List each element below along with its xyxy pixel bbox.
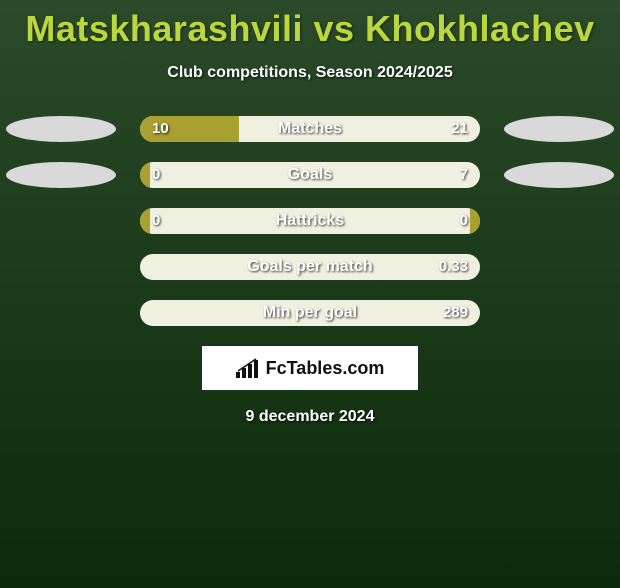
player-right-badge <box>504 116 614 142</box>
value-right: 7 <box>460 162 468 188</box>
stat-label: Matches <box>140 116 480 142</box>
subtitle: Club competitions, Season 2024/2025 <box>0 64 620 82</box>
value-right: 0 <box>460 208 468 234</box>
stat-row-matches: 10 Matches 21 <box>0 116 620 146</box>
brand-label: FcTables.com <box>266 358 385 379</box>
stat-label: Hattricks <box>140 208 480 234</box>
brand-box[interactable]: FcTables.com <box>202 346 418 390</box>
stat-label: Goals <box>140 162 480 188</box>
page-title: Matskharashvili vs Khokhlachev <box>0 8 620 50</box>
player-left-badge <box>6 162 116 188</box>
bar-track: 10 Matches 21 <box>140 116 480 142</box>
comparison-chart: 10 Matches 21 0 Goals 7 0 Hattricks 0 <box>0 116 620 330</box>
player-left-badge <box>6 116 116 142</box>
bar-track: Goals per match 0.33 <box>140 254 480 280</box>
stat-label: Goals per match <box>140 254 480 280</box>
bar-chart-icon <box>236 358 260 378</box>
bar-track: 0 Hattricks 0 <box>140 208 480 234</box>
stat-row-min-per-goal: Min per goal 289 <box>0 300 620 330</box>
value-right: 0.33 <box>439 254 468 280</box>
value-right: 289 <box>443 300 468 326</box>
stat-row-goals-per-match: Goals per match 0.33 <box>0 254 620 284</box>
bar-track: Min per goal 289 <box>140 300 480 326</box>
value-right: 21 <box>451 116 468 142</box>
stat-row-hattricks: 0 Hattricks 0 <box>0 208 620 238</box>
stat-row-goals: 0 Goals 7 <box>0 162 620 192</box>
bar-track: 0 Goals 7 <box>140 162 480 188</box>
player-right-badge <box>504 162 614 188</box>
date-label: 9 december 2024 <box>0 408 620 426</box>
stat-label: Min per goal <box>140 300 480 326</box>
